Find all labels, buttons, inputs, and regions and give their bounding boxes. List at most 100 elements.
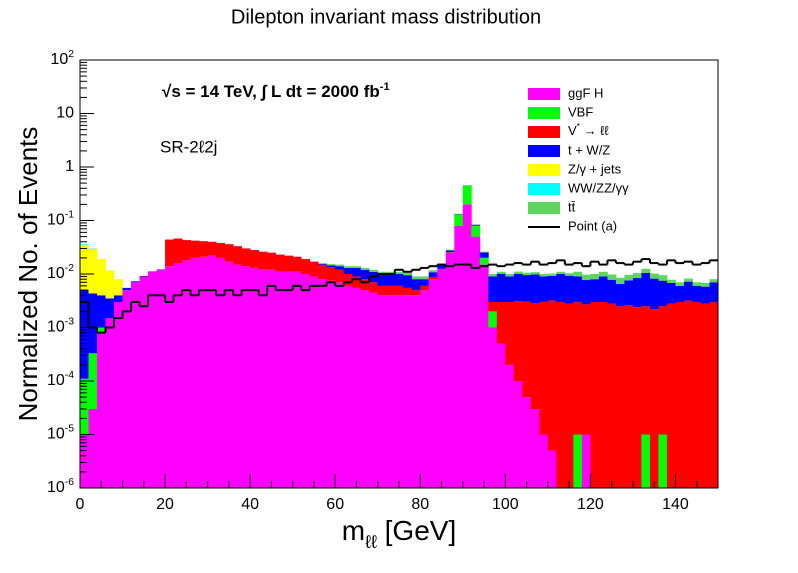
histogram-bar	[403, 272, 413, 276]
histogram-bar	[148, 271, 157, 488]
histogram-bar	[411, 279, 421, 291]
histogram-bar	[275, 254, 285, 272]
histogram-bar	[241, 248, 251, 267]
x-tick-label: 120	[577, 496, 604, 513]
histogram-bar	[360, 267, 370, 270]
histogram-bar	[394, 274, 404, 286]
histogram-bar	[530, 274, 540, 304]
histogram-bar	[309, 276, 319, 488]
histogram-bar	[173, 238, 183, 264]
histogram-bar	[420, 276, 430, 280]
histogram-bar	[539, 434, 549, 488]
histogram-bar	[343, 267, 353, 274]
histogram-bar	[326, 280, 336, 488]
x-tick-label: 80	[411, 496, 429, 513]
histogram-bar	[658, 275, 668, 281]
histogram-bar	[80, 289, 89, 379]
histogram-bar	[624, 280, 634, 306]
histogram-bar	[700, 303, 710, 488]
y-tick-label: 102	[50, 49, 74, 68]
legend-label: Point (a)	[568, 218, 617, 233]
histogram-bar	[641, 306, 651, 435]
histogram-bar	[318, 279, 328, 488]
histogram-bar	[615, 284, 625, 307]
histogram-bar	[632, 273, 642, 279]
histogram-bar	[131, 282, 140, 488]
legend-label: VBF	[568, 104, 593, 119]
histogram-bar	[539, 276, 549, 302]
histogram-bar	[479, 252, 489, 258]
histogram-bar	[420, 279, 430, 286]
histogram-bar	[284, 255, 294, 272]
histogram-bar	[437, 268, 447, 270]
histogram-bar	[360, 279, 370, 291]
legend-swatch	[528, 164, 560, 176]
y-tick-label: 10-6	[47, 477, 74, 496]
histogram-bar	[675, 301, 685, 488]
histogram-bar	[139, 275, 149, 277]
histogram-bar	[700, 282, 710, 287]
x-tick-label: 100	[492, 496, 519, 513]
legend-label: t + W/Z	[568, 142, 610, 157]
histogram-bar	[471, 236, 481, 488]
histogram-bar	[445, 250, 455, 253]
legend-swatch	[528, 202, 560, 214]
histogram-bar	[573, 271, 583, 277]
histogram-bar	[216, 257, 226, 488]
histogram-bar	[131, 281, 140, 283]
histogram-bar	[564, 275, 574, 304]
histogram-bar	[556, 301, 566, 488]
histogram-bar	[692, 301, 702, 488]
histogram-bar	[692, 285, 702, 302]
y-tick-label: 10-3	[47, 317, 74, 336]
x-tick-label: 40	[241, 496, 259, 513]
histogram-bar	[530, 272, 540, 275]
histogram-bar	[624, 274, 634, 281]
histogram-bar	[437, 265, 447, 269]
x-tick-label: 20	[156, 496, 174, 513]
histogram-bar	[80, 434, 89, 488]
histogram-bar	[488, 311, 498, 328]
histogram-bar	[343, 274, 353, 286]
histogram-bar	[403, 295, 413, 488]
histogram-bar	[80, 244, 89, 290]
histogram-bar	[590, 279, 600, 302]
histogram-bar	[335, 269, 345, 283]
histogram-bar	[369, 269, 379, 272]
histogram-bar	[182, 240, 191, 261]
histogram-bar	[649, 278, 659, 310]
histogram-bar	[114, 279, 123, 296]
legend-swatch	[528, 183, 560, 195]
histogram-bar	[607, 274, 617, 280]
histogram-bar	[437, 269, 447, 488]
y-tick-label: 10-1	[47, 210, 74, 229]
histogram-bar	[258, 251, 268, 270]
histogram-bar	[318, 264, 328, 280]
histogram-bar	[462, 185, 472, 205]
histogram-bar	[403, 275, 413, 288]
histogram-bar	[199, 256, 208, 488]
histogram-bar	[658, 280, 668, 307]
x-tick-label: 140	[662, 496, 689, 513]
histogram-bar	[428, 272, 438, 277]
histogram-bar	[275, 271, 285, 488]
legend-swatch	[528, 107, 560, 119]
histogram-bar	[224, 244, 234, 262]
y-tick-label: 1	[65, 158, 74, 175]
histogram-bar	[216, 242, 226, 258]
histogram-bar	[607, 303, 617, 488]
histogram-bar	[88, 408, 98, 488]
histogram-bar	[343, 266, 353, 268]
histogram-bar	[632, 307, 642, 488]
histogram-bar	[97, 332, 106, 488]
histogram-bar	[641, 434, 651, 488]
histogram-bar	[258, 269, 268, 488]
x-tick-label: 0	[76, 496, 85, 513]
histogram-bar	[301, 274, 311, 488]
histogram-bar	[471, 225, 481, 237]
histogram-bar	[479, 251, 489, 253]
histogram-bar	[411, 295, 421, 488]
histogram-bar	[420, 290, 430, 488]
histogram-bar	[343, 285, 353, 488]
